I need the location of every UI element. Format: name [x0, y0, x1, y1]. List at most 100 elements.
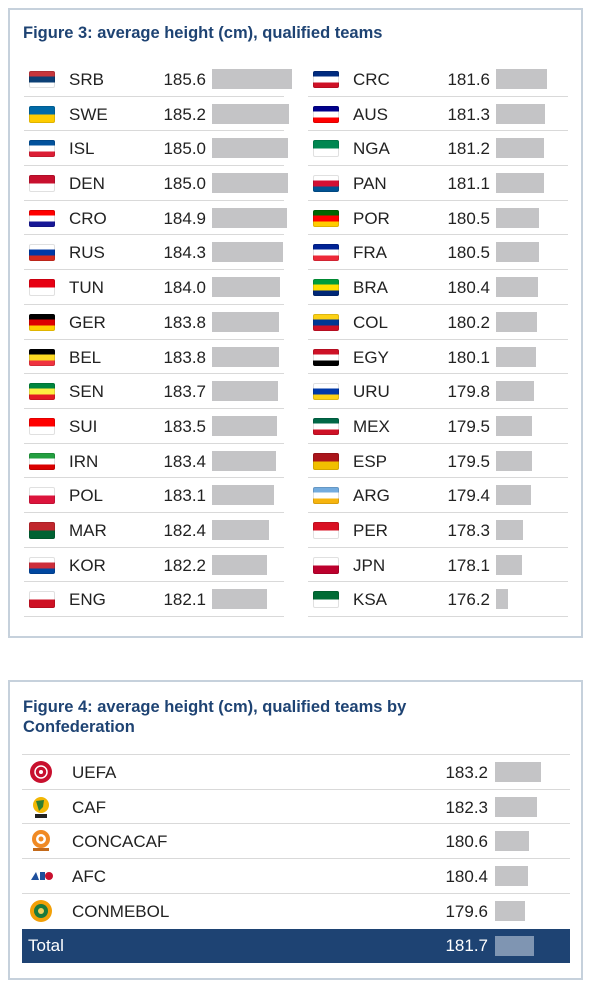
- afc-logo-icon: [28, 864, 54, 888]
- team-height-label: 181.1: [447, 174, 490, 194]
- flag-uru-icon: [313, 383, 339, 401]
- team-height-bar: [212, 103, 290, 124]
- team-code-label: SUI: [69, 416, 98, 436]
- team-code-label: POL: [69, 486, 104, 506]
- team-height-bar: [212, 173, 288, 194]
- team-row-col: COL 180.2: [308, 305, 568, 340]
- team-height-label: 185.6: [163, 70, 206, 89]
- team-code-label: ARG: [353, 486, 390, 506]
- team-height-label: 182.1: [163, 590, 206, 610]
- team-row-cro: CRO 184.9: [24, 201, 287, 236]
- team-height-label: 185.2: [163, 104, 206, 124]
- flag-mar-icon: [29, 521, 55, 539]
- confederation-height-bar: [495, 796, 537, 817]
- team-code-label: SEN: [69, 382, 104, 402]
- team-code-label: URU: [353, 382, 390, 402]
- team-height-bar: [496, 554, 522, 575]
- team-row-crc: CRC 181.6: [308, 62, 568, 97]
- confederation-row-concacaf: CONCACAF 180.6: [22, 823, 570, 858]
- team-code-label: NGA: [353, 139, 390, 159]
- team-code-label: POR: [353, 208, 390, 228]
- team-height-label: 180.2: [447, 312, 490, 332]
- flag-jpn-icon: [313, 556, 339, 574]
- confederation-height-label: 183.2: [445, 763, 488, 782]
- team-height-label: 184.3: [163, 243, 206, 263]
- team-row-arg: ARG 179.4: [308, 478, 568, 513]
- team-height-bar: [212, 277, 281, 298]
- team-height-label: 184.0: [163, 278, 206, 298]
- team-height-label: 182.2: [163, 555, 206, 575]
- confederation-height-label: 179.6: [445, 901, 488, 921]
- concacaf-logo-icon: [28, 829, 54, 853]
- figure-3-panel: Figure 3: average height (cm), qualified…: [8, 8, 583, 638]
- team-height-bar: [212, 346, 279, 367]
- flag-rus-icon: [29, 244, 55, 262]
- team-row-pan: PAN 181.1: [308, 166, 568, 201]
- team-row-uru: URU 179.8: [308, 374, 568, 409]
- team-code-label: ESP: [353, 451, 388, 471]
- team-height-bar: [212, 207, 287, 228]
- team-height-bar: [496, 103, 545, 124]
- total-bar: [495, 936, 535, 956]
- figure-3-right-column: CRC 181.6 AUS 181.3 NGA 181.2 PAN 181.1 POR 180.5…: [308, 62, 568, 617]
- team-row-bel: BEL 183.8: [24, 340, 284, 375]
- team-row-tun: TUN 184.0: [24, 270, 284, 305]
- team-height-bar: [496, 311, 538, 332]
- flag-cro-icon: [29, 209, 55, 227]
- team-height-label: 183.1: [163, 486, 206, 506]
- team-height-label: 184.9: [163, 208, 206, 228]
- team-code-label: KSA: [353, 590, 388, 610]
- flag-irn-icon: [29, 452, 55, 470]
- team-height-bar: [212, 69, 292, 89]
- flag-col-icon: [313, 313, 339, 331]
- team-code-label: CRO: [69, 208, 107, 228]
- team-height-bar: [496, 207, 540, 228]
- confederation-row-conmebol: CONMEBOL 179.6: [22, 892, 570, 928]
- confederation-list: UEFA 183.2 CAF 182.3 CONCACAF 180.6 AFC 180.4 CO…: [22, 754, 570, 927]
- team-height-label: 180.5: [447, 208, 490, 228]
- team-code-label: KOR: [69, 555, 106, 575]
- team-height-bar: [496, 415, 532, 436]
- team-code-label: CRC: [353, 70, 390, 89]
- total-row: Total 181.7: [22, 929, 570, 963]
- team-code-label: SRB: [69, 70, 104, 89]
- team-height-label: 180.1: [447, 347, 490, 367]
- team-height-label: 181.2: [447, 139, 490, 159]
- flag-eng-icon: [29, 591, 55, 609]
- team-height-bar: [496, 519, 524, 540]
- team-code-label: MEX: [353, 416, 390, 436]
- flag-srb-icon: [29, 71, 55, 88]
- team-height-label: 176.2: [447, 590, 490, 610]
- team-row-srb: SRB 185.6: [24, 62, 292, 97]
- team-code-label: MAR: [69, 520, 107, 540]
- team-height-label: 179.8: [447, 382, 490, 402]
- flag-egy-icon: [313, 348, 339, 366]
- team-height-bar: [212, 242, 283, 263]
- team-height-label: 181.3: [447, 104, 490, 124]
- team-row-bra: BRA 180.4: [308, 270, 568, 305]
- figure-3-left-column: SRB 185.6 SWE 185.2 ISL 185.0 DEN 185.0 CRO 184.9…: [24, 62, 292, 617]
- confederation-height-label: 180.4: [445, 867, 488, 887]
- team-code-label: FRA: [353, 243, 387, 263]
- flag-pol-icon: [29, 487, 55, 505]
- team-height-label: 180.5: [447, 243, 490, 263]
- team-code-label: TUN: [69, 278, 104, 298]
- flag-den-icon: [29, 175, 55, 193]
- flag-isl-icon: [29, 140, 55, 158]
- team-height-bar: [212, 485, 274, 506]
- team-height-label: 183.8: [163, 312, 206, 332]
- team-row-esp: ESP 179.5: [308, 444, 568, 479]
- team-height-bar: [212, 415, 277, 436]
- confederation-name-label: CONCACAF: [72, 832, 168, 852]
- team-row-mar: MAR 182.4: [24, 513, 284, 548]
- confederation-row-afc: AFC 180.4: [22, 858, 570, 893]
- flag-esp-icon: [313, 452, 339, 470]
- team-height-bar: [496, 69, 548, 89]
- team-code-label: IRN: [69, 451, 99, 471]
- flag-por-icon: [313, 209, 339, 227]
- team-height-label: 180.4: [447, 278, 490, 298]
- confederation-name-label: AFC: [72, 867, 106, 887]
- team-height-bar: [496, 346, 537, 367]
- team-height-bar: [212, 554, 268, 575]
- team-height-bar: [212, 138, 288, 159]
